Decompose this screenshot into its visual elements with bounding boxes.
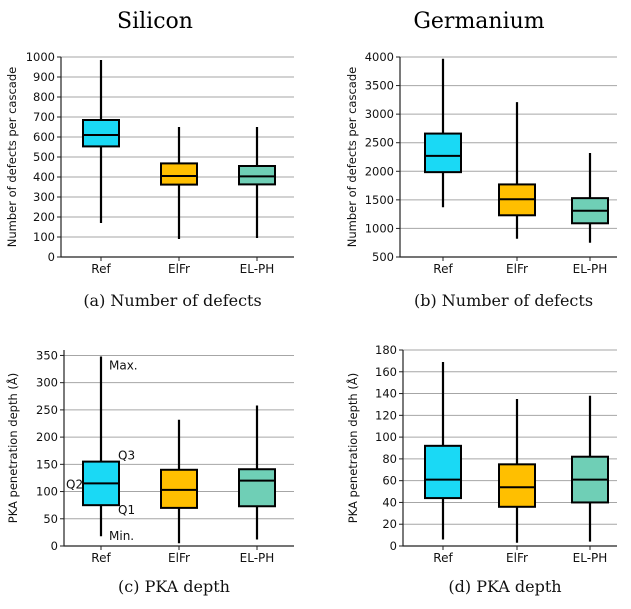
box-elfr — [498, 102, 536, 239]
y-tick-label: 4000 — [365, 50, 394, 64]
x-tick-label: Ref — [91, 262, 111, 276]
y-tick-label: 500 — [372, 250, 394, 264]
annotation-q1: Q1 — [118, 503, 135, 517]
y-tick-label: 400 — [33, 170, 55, 184]
panel-caption: (a) Number of defects — [83, 291, 261, 310]
box-ref — [82, 60, 120, 223]
y-tick-label: 150 — [36, 457, 58, 471]
x-tick-label: ElFr — [168, 262, 190, 276]
y-tick-label: 40 — [382, 495, 397, 509]
box-ref — [82, 356, 120, 537]
y-tick-label: 2500 — [365, 136, 394, 150]
x-tick-label: ElFr — [506, 551, 528, 565]
y-tick-label: 180 — [375, 343, 397, 357]
y-tick-label: 600 — [33, 130, 55, 144]
x-tick-label: EL-PH — [573, 262, 608, 276]
y-axis-label: Number of defects per cascade — [345, 67, 359, 247]
box-plot-panel: 0 100 200 300 400 500 600 700 800 900 1000 Number o… — [5, 50, 294, 310]
y-tick-label: 140 — [375, 387, 397, 401]
box-el-ph — [238, 127, 276, 238]
x-tick-label: Ref — [433, 262, 453, 276]
annotation-max: Max. — [109, 359, 138, 373]
y-tick-label: 100 — [36, 485, 58, 499]
x-tick-label: EL-PH — [573, 551, 608, 565]
x-tick-label: EL-PH — [240, 551, 275, 565]
y-tick-label: 500 — [33, 150, 55, 164]
y-tick-label: 100 — [375, 430, 397, 444]
x-tick-label: ElFr — [168, 551, 190, 565]
box-iqr — [82, 119, 120, 148]
x-tick-label: ElFr — [506, 262, 528, 276]
box-elfr — [498, 399, 536, 543]
y-tick-label: 1000 — [365, 221, 394, 235]
box-ref — [424, 58, 462, 208]
box-iqr — [160, 162, 198, 186]
box-iqr — [498, 463, 536, 508]
box-plot-panel: 0 20 40 60 80 100 120 140 160 180 PKA penetration … — [345, 343, 617, 596]
y-tick-label: 900 — [33, 70, 55, 84]
y-tick-label: 200 — [36, 430, 58, 444]
box-plot-panel: 500 1000 1500 2000 2500 3000 3500 4000 Number of… — [345, 50, 617, 310]
y-tick-label: 120 — [375, 408, 397, 422]
box-el-ph — [238, 405, 276, 540]
box-plot-panel: 0 50 100 150 200 250 300 350 PKA penetration dep… — [5, 348, 294, 596]
y-tick-label: 300 — [36, 376, 58, 390]
y-tick-label: 50 — [43, 512, 58, 526]
y-tick-label: 0 — [51, 539, 58, 553]
x-tick-label: Ref — [433, 551, 453, 565]
y-tick-label: 350 — [36, 348, 58, 362]
x-tick-label: EL-PH — [240, 262, 275, 276]
y-tick-label: 200 — [33, 210, 55, 224]
box-iqr — [238, 165, 276, 186]
panel-caption: (b) Number of defects — [414, 291, 593, 310]
y-tick-label: 3500 — [365, 79, 394, 93]
box-iqr — [424, 132, 462, 174]
y-tick-label: 0 — [48, 250, 55, 264]
y-axis-label: Number of defects per cascade — [5, 67, 19, 247]
annotation-min: Min. — [109, 529, 134, 543]
box-iqr — [238, 468, 276, 508]
column-title-silicon: Silicon — [117, 9, 193, 34]
column-title-germanium: Germanium — [413, 9, 544, 34]
y-tick-label: 0 — [390, 539, 397, 553]
panel-caption: (d) PKA depth — [448, 577, 561, 596]
annotation-q3: Q3 — [118, 449, 135, 463]
y-tick-label: 250 — [36, 403, 58, 417]
y-tick-label: 3000 — [365, 107, 394, 121]
panel-caption: (c) PKA depth — [118, 577, 230, 596]
y-axis-label: PKA penetration depth (Å) — [345, 373, 360, 523]
box-el-ph — [571, 153, 609, 243]
y-tick-label: 800 — [33, 90, 55, 104]
y-tick-label: 20 — [382, 517, 397, 531]
y-axis-label: PKA penetration depth (Å) — [5, 373, 20, 523]
y-tick-label: 100 — [33, 230, 55, 244]
box-elfr — [160, 127, 198, 239]
y-tick-label: 80 — [382, 452, 397, 466]
box-iqr — [424, 444, 462, 500]
box-ref — [424, 361, 462, 540]
annotation-median: Q2 — [66, 477, 83, 491]
y-tick-label: 1500 — [365, 193, 394, 207]
y-tick-label: 160 — [375, 365, 397, 379]
y-tick-label: 700 — [33, 110, 55, 124]
x-tick-label: Ref — [91, 551, 111, 565]
y-tick-label: 60 — [382, 474, 397, 488]
box-iqr — [160, 468, 198, 509]
y-tick-label: 1000 — [26, 50, 55, 64]
y-tick-label: 300 — [33, 190, 55, 204]
box-el-ph — [571, 395, 609, 542]
box-elfr — [160, 419, 198, 544]
y-tick-label: 2000 — [365, 164, 394, 178]
